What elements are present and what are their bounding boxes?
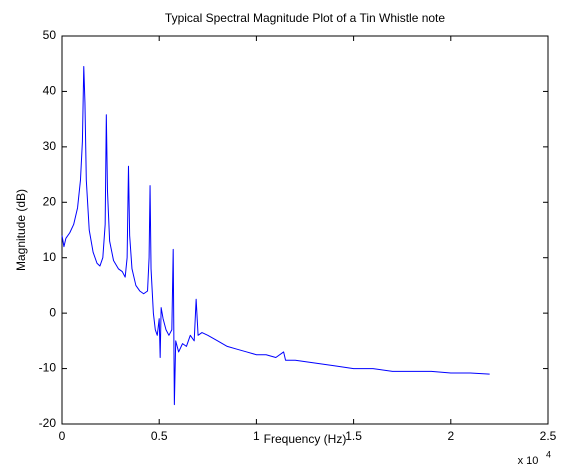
x-tick-label: 1 xyxy=(253,429,260,443)
plot-box xyxy=(61,35,549,425)
x-scale-exponent: 4 xyxy=(546,449,551,459)
y-tick-label: 50 xyxy=(43,28,57,42)
x-tick-label: 2 xyxy=(447,429,454,443)
y-tick-label: 40 xyxy=(43,84,57,98)
x-tick-label: 0 xyxy=(59,429,66,443)
y-tick-label: 0 xyxy=(49,305,56,319)
x-tick-label: 1.5 xyxy=(345,429,362,443)
y-tick-label: -10 xyxy=(39,361,57,375)
x-tick-label: 2.5 xyxy=(540,429,557,443)
y-tick-label: -20 xyxy=(39,416,57,430)
y-axis-label: Magnitude (dB) xyxy=(14,189,28,271)
chart-title: Typical Spectral Magnitude Plot of a Tin… xyxy=(165,11,445,25)
y-tick-label: 10 xyxy=(43,250,57,264)
x-axis-label: Frequency (Hz) xyxy=(264,432,347,446)
x-scale-label: x 10 xyxy=(518,455,539,467)
y-tick-label: 30 xyxy=(43,139,57,153)
x-tick-label: 0.5 xyxy=(151,429,168,443)
y-tick-label: 20 xyxy=(43,194,57,208)
data-line xyxy=(61,65,490,406)
